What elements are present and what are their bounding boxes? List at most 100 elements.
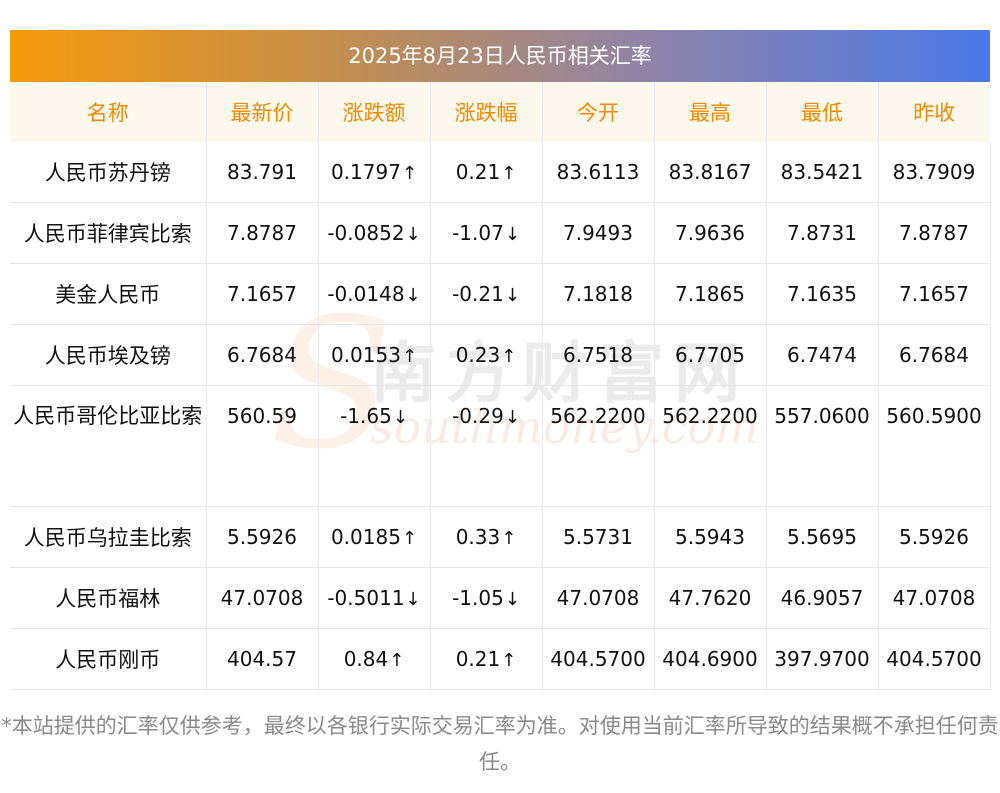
latest-price: 7.8787 <box>206 202 319 264</box>
down-arrow-icon: ↓ <box>405 224 421 245</box>
open-price-value: 7.9493 <box>563 221 633 245</box>
open-price: 83.6113 <box>542 142 655 203</box>
prev-close-value: 47.0708 <box>892 586 976 610</box>
up-arrow-icon: ↑ <box>501 650 517 671</box>
table-row: 人民币菲律宾比索 7.8787 -0.0852↓ -1.07↓ 7.9493 7.9636… <box>10 202 991 264</box>
page-title: 2025年8月23日人民币相关汇率 <box>10 30 990 82</box>
latest-price-value: 5.5926 <box>227 525 297 549</box>
change-amount-value: 0.1797 <box>330 160 401 184</box>
change-percent-value: -0.29 <box>452 404 504 428</box>
change-percent: -1.07↓ <box>430 202 543 264</box>
change-amount: -0.0148↓ <box>318 263 431 325</box>
column-header-change-pct: 涨跌幅 <box>430 82 543 142</box>
high-price: 562.2200 <box>654 385 767 507</box>
change-percent-value: 0.21 <box>455 160 501 184</box>
prev-close-value: 6.7684 <box>899 343 969 367</box>
prev-close: 404.5700 <box>878 628 991 690</box>
open-price-value: 83.6113 <box>556 160 640 184</box>
low-price: 46.9057 <box>766 567 879 629</box>
prev-close: 7.1657 <box>878 263 991 325</box>
column-header-low: 最低 <box>766 82 879 142</box>
column-header-prev-close: 昨收 <box>878 82 990 142</box>
currency-name: 人民币乌拉圭比索 <box>10 506 207 568</box>
latest-price: 47.0708 <box>206 567 319 629</box>
change-percent: -0.21↓ <box>430 263 543 325</box>
currency-name: 人民币福林 <box>10 567 207 629</box>
change-amount-value: 0.84 <box>343 647 389 671</box>
prev-close-value: 7.1657 <box>899 282 969 306</box>
prev-close-value: 5.5926 <box>899 525 969 549</box>
down-arrow-icon: ↓ <box>504 285 520 306</box>
high-price: 404.6900 <box>654 628 767 690</box>
change-percent: 0.21↑ <box>430 628 543 690</box>
table-row: 人民币苏丹镑 83.791 0.1797↑ 0.21↑ 83.6113 83.8167 83… <box>10 142 991 203</box>
change-percent-value: 0.21 <box>455 647 501 671</box>
high-price: 83.8167 <box>654 142 767 203</box>
open-price: 404.5700 <box>542 628 655 690</box>
latest-price-value: 7.8787 <box>227 221 297 245</box>
table-row: 人民币哥伦比亚比索 560.59 -1.65↓ -0.29↓ 562.2200 562.2… <box>10 385 991 507</box>
column-header-open: 今开 <box>542 82 655 142</box>
low-price-value: 557.0600 <box>774 404 870 428</box>
high-price-value: 6.7705 <box>675 343 745 367</box>
open-price: 7.9493 <box>542 202 655 264</box>
prev-close: 47.0708 <box>878 567 991 629</box>
high-price-value: 7.9636 <box>675 221 745 245</box>
column-header-name: 名称 <box>10 82 207 142</box>
prev-close-value: 83.7909 <box>892 160 976 184</box>
currency-name-value: 人民币菲律宾比索 <box>23 222 192 246</box>
down-arrow-icon: ↓ <box>504 224 520 245</box>
prev-close: 7.8787 <box>878 202 991 264</box>
change-amount: -0.5011↓ <box>318 567 431 629</box>
low-price: 397.9700 <box>766 628 879 690</box>
open-price: 47.0708 <box>542 567 655 629</box>
change-amount: -1.65↓ <box>318 385 431 507</box>
up-arrow-icon: ↑ <box>501 346 517 367</box>
change-amount-value: -0.5011 <box>327 586 405 610</box>
latest-price: 560.59 <box>206 385 319 507</box>
prev-close: 5.5926 <box>878 506 991 568</box>
prev-close: 6.7684 <box>878 324 991 386</box>
latest-price-value: 6.7684 <box>227 343 297 367</box>
low-price: 557.0600 <box>766 385 879 507</box>
down-arrow-icon: ↓ <box>392 407 408 428</box>
currency-name-value: 人民币刚币 <box>55 648 161 672</box>
change-amount-value: -0.0148 <box>327 282 405 306</box>
latest-price: 83.791 <box>206 142 319 203</box>
currency-name: 人民币埃及镑 <box>10 324 207 386</box>
table-header-row: 名称 最新价 涨跌额 涨跌幅 今开 最高 最低 昨收 <box>10 82 990 142</box>
currency-name: 人民币刚币 <box>10 628 207 690</box>
open-price-value: 6.7518 <box>563 343 633 367</box>
low-price-value: 7.1635 <box>787 282 857 306</box>
change-percent-value: -0.21 <box>452 282 504 306</box>
low-price-value: 46.9057 <box>780 586 864 610</box>
low-price-value: 83.5421 <box>780 160 864 184</box>
table-row: 人民币刚币 404.57 0.84↑ 0.21↑ 404.5700 404.6900 397… <box>10 628 991 690</box>
open-price-value: 7.1818 <box>563 282 633 306</box>
low-price: 5.5695 <box>766 506 879 568</box>
change-amount: 0.84↑ <box>318 628 431 690</box>
currency-name: 人民币苏丹镑 <box>10 142 207 203</box>
currency-name-value: 人民币埃及镑 <box>44 344 171 368</box>
down-arrow-icon: ↓ <box>504 589 520 610</box>
table-row: 人民币乌拉圭比索 5.5926 0.0185↑ 0.33↑ 5.5731 5.5943 5.… <box>10 506 991 568</box>
change-amount: 0.0185↑ <box>318 506 431 568</box>
column-header-change: 涨跌额 <box>318 82 431 142</box>
currency-name: 人民币菲律宾比索 <box>10 202 207 264</box>
change-amount-value: 0.0153 <box>330 343 401 367</box>
up-arrow-icon: ↑ <box>501 163 517 184</box>
change-amount-value: -0.0852 <box>327 221 405 245</box>
currency-name-value: 人民币哥伦比亚比索 <box>13 404 203 428</box>
column-header-high: 最高 <box>654 82 767 142</box>
change-percent: 0.21↑ <box>430 142 543 203</box>
change-amount: 0.1797↑ <box>318 142 431 203</box>
change-percent-value: 0.33 <box>455 525 501 549</box>
latest-price-value: 7.1657 <box>227 282 297 306</box>
high-price-value: 562.2200 <box>662 404 758 428</box>
open-price-value: 47.0708 <box>556 586 640 610</box>
up-arrow-icon: ↑ <box>501 528 517 549</box>
high-price: 6.7705 <box>654 324 767 386</box>
low-price: 7.1635 <box>766 263 879 325</box>
latest-price: 6.7684 <box>206 324 319 386</box>
high-price-value: 83.8167 <box>668 160 752 184</box>
